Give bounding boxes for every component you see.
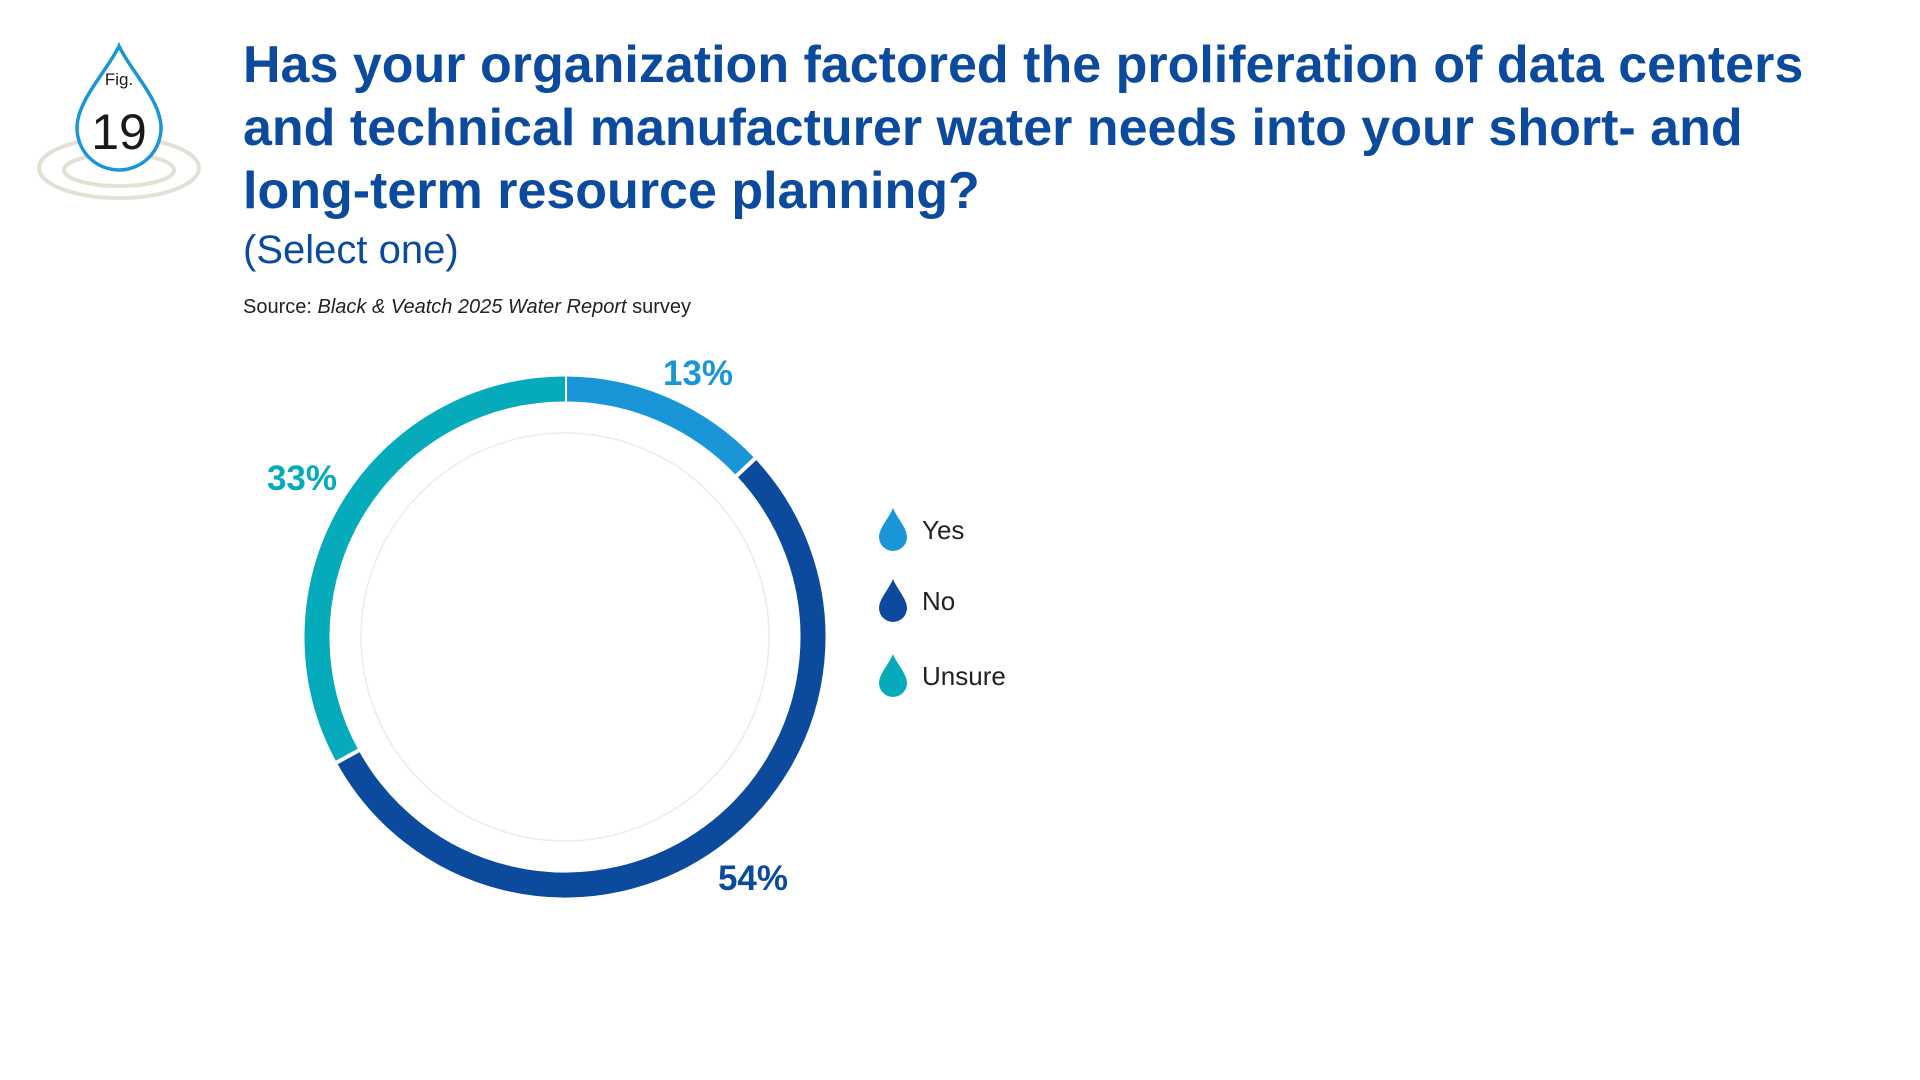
legend-item-no: No [879,579,955,622]
source-suffix: survey [626,296,692,318]
source-prefix: Source: [243,296,318,318]
water-drop-icon [879,579,907,622]
figure-number: 19 [91,104,147,160]
donut-slices [304,375,826,898]
legend-label-yes: Yes [922,515,964,545]
percent-label-no: 54% [718,859,788,898]
chart-subtitle: (Select one) [243,228,459,272]
percent-label-unsure: 33% [267,459,337,498]
figure-badge: Fig. 19 [32,40,207,210]
water-drop-icon [879,508,907,551]
slice-separator [334,748,361,765]
badge-drop-outline [75,41,163,172]
legend-label-unsure: Unsure [922,661,1006,691]
source-title: Black & Veatch 2025 Water Report [317,296,627,318]
legend: Yes No Unsure [879,508,1006,697]
water-drop-icon: Fig. 19 [37,41,201,200]
inner-ring [360,432,770,842]
donut-slice-yes [564,376,755,476]
legend-label-no: No [922,586,955,616]
percent-labels: 13% 54% 33% [267,354,788,898]
donut-slice-no [336,458,826,898]
donut-slice-unsure [304,376,566,763]
source-note: Source: Black & Veatch 2025 Water Report… [243,296,691,319]
percent-label-yes: 13% [663,354,733,393]
legend-item-unsure: Unsure [879,654,1006,697]
water-drop-icon [879,654,907,697]
figure-label: Fig. [105,70,133,89]
chart-title: Has your organization factored the proli… [243,36,1804,220]
slice-separator [734,456,757,478]
legend-item-yes: Yes [879,508,964,551]
